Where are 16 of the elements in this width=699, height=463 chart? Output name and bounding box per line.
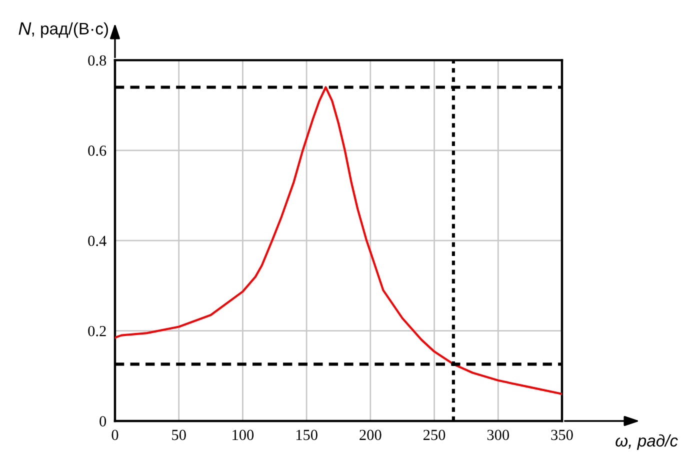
- x-axis-title: ω, рад/с: [616, 434, 678, 450]
- x-tick-label: 100: [232, 430, 254, 440]
- x-tick-label: 350: [551, 430, 573, 440]
- y-tick-label: 0.8: [88, 55, 106, 66]
- x-tick-label: 0: [112, 430, 118, 440]
- y-tick-label: 0.6: [88, 146, 106, 156]
- x-tick-label: 150: [296, 430, 318, 440]
- y-tick-label: 0.2: [88, 326, 106, 336]
- x-tick-label: 200: [360, 430, 382, 440]
- x-tick-label: 300: [487, 430, 510, 440]
- y-tick-label: 0: [100, 416, 106, 426]
- line-series: [114, 86, 562, 395]
- y-axis-title: N, рад/(В·с): [18, 22, 108, 38]
- y-tick-label: 0.4: [88, 236, 106, 246]
- x-tick-label: 50: [172, 430, 186, 440]
- x-tick-label: 250: [423, 430, 446, 440]
